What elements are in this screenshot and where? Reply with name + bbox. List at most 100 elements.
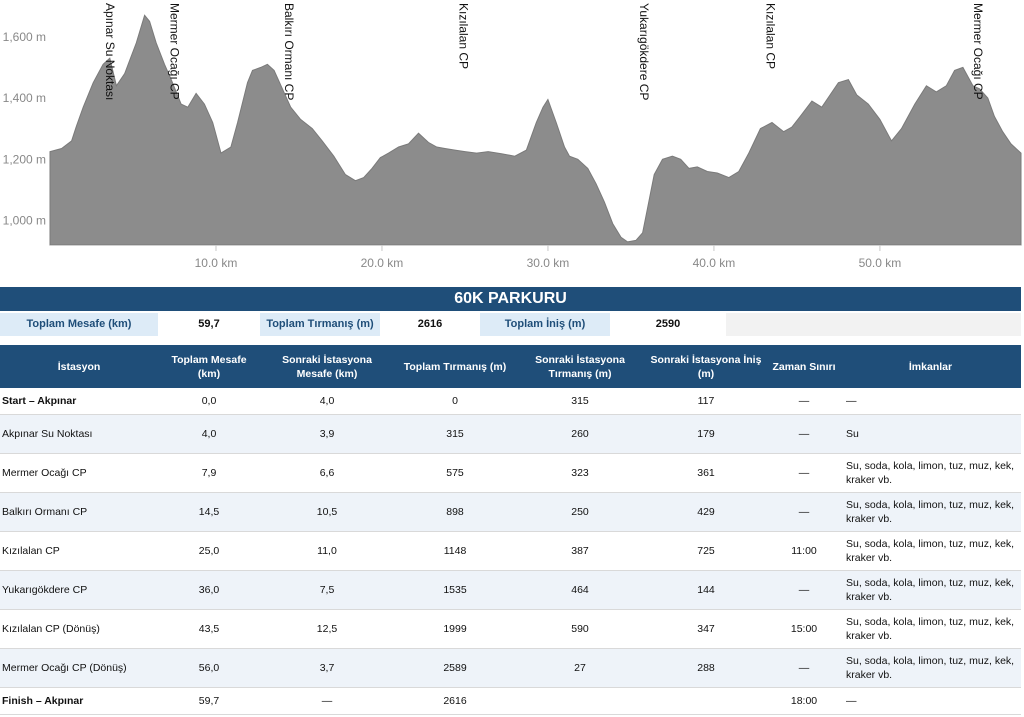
total-climb-value: 2616 — [417, 318, 443, 330]
cell-time-limit: 11:00 — [768, 531, 840, 571]
cell-next-climb: 590 — [516, 609, 644, 649]
cell-facilities: — — [840, 687, 1021, 715]
cell-time-limit: 18:00 — [768, 687, 840, 715]
elevation-area — [49, 14, 1022, 246]
table-row: Yukarıgökdere CP 36,0 7,5 1535 464 144 —… — [0, 570, 1021, 610]
cell-total-distance: 59,7 — [158, 687, 260, 715]
table-row: Kızılalan CP (Dönüş) 43,5 12,5 1999 590 … — [0, 609, 1021, 649]
col-station: İstasyon — [0, 345, 158, 388]
cell-facilities: Su, soda, kola, limon, tuz, muz, kek, kr… — [840, 492, 1021, 532]
cell-total-climb: 1999 — [394, 609, 516, 649]
total-climb-label: Toplam Tırmanış (m) — [260, 313, 380, 336]
x-tick-label: 20.0 km — [361, 256, 404, 270]
cell-time-limit: — — [768, 388, 840, 415]
elevation-profile-chart: 1,000 m 1,200 m 1,400 m 1,600 m 10.0 km 20.0… — [3, 3, 1022, 270]
cell-next-descent: 429 — [644, 492, 768, 532]
cell-next-descent — [644, 687, 768, 715]
cell-next-distance: 3,7 — [260, 648, 394, 688]
total-distance-label: Toplam Mesafe (km) — [0, 313, 158, 336]
cell-next-climb: 250 — [516, 492, 644, 532]
cell-next-descent: 361 — [644, 453, 768, 493]
cell-total-distance: 14,5 — [158, 492, 260, 532]
cell-next-climb: 464 — [516, 570, 644, 610]
cell-time-limit: — — [768, 414, 840, 454]
cell-facilities: Su, soda, kola, limon, tuz, muz, kek, kr… — [840, 609, 1021, 649]
table-title: 60K PARKURU — [0, 287, 1021, 311]
cell-total-climb: 2589 — [394, 648, 516, 688]
table-row: Finish – Akpınar 59,7 — 2616 18:00 — — [0, 687, 1021, 715]
x-tick-label: 30.0 km — [527, 256, 570, 270]
cell-next-distance: — — [260, 687, 394, 715]
cell-next-climb: 260 — [516, 414, 644, 454]
checkpoint-annotations: Apınar Su Noktası Mermer Ocağı CP Balkırı … — [103, 3, 985, 100]
cell-station: Finish – Akpınar — [0, 687, 158, 715]
cell-next-climb: 323 — [516, 453, 644, 493]
x-axis-ticks: 10.0 km 20.0 km 30.0 km 40.0 km 50.0 km — [195, 245, 902, 270]
summary-bar: Toplam Mesafe (km) 59,7 Toplam Tırmanış … — [0, 313, 1021, 339]
y-axis-ticks: 1,000 m 1,200 m 1,400 m 1,600 m — [3, 30, 46, 228]
cell-next-descent: 288 — [644, 648, 768, 688]
cell-total-climb: 898 — [394, 492, 516, 532]
cell-next-descent: 179 — [644, 414, 768, 454]
cell-station: Start – Akpınar — [0, 388, 158, 415]
cell-next-descent: 144 — [644, 570, 768, 610]
col-time-limit: Zaman Sınırı — [768, 345, 840, 388]
cell-next-climb: 27 — [516, 648, 644, 688]
cell-next-climb — [516, 687, 644, 715]
cell-time-limit: — — [768, 492, 840, 532]
checkpoint-label: Kızılalan CP — [456, 3, 470, 69]
cell-next-climb: 315 — [516, 388, 644, 415]
x-tick-label: 50.0 km — [859, 256, 902, 270]
checkpoint-label: Apınar Su Noktası — [103, 3, 117, 100]
stations-table: İstasyon Toplam Mesafe (km) Sonraki İsta… — [0, 345, 1021, 715]
col-next-distance: Sonraki İstasyona Mesafe (km) — [260, 345, 394, 388]
cell-total-distance: 43,5 — [158, 609, 260, 649]
checkpoint-label: Kızılalan CP — [763, 3, 777, 69]
cell-next-distance: 4,0 — [260, 388, 394, 415]
table-row: Akpınar Su Noktası 4,0 3,9 315 260 179 —… — [0, 414, 1021, 454]
checkpoint-label: Mermer Ocağı CP — [168, 3, 182, 100]
table-row: Kızılalan CP 25,0 11,0 1148 387 725 11:0… — [0, 531, 1021, 571]
summary-filler — [726, 313, 1021, 336]
cell-next-distance: 7,5 — [260, 570, 394, 610]
x-tick-label: 40.0 km — [693, 256, 736, 270]
col-next-descent: Sonraki İstasyona İniş (m) — [644, 345, 768, 388]
table-row: Mermer Ocağı CP 7,9 6,6 575 323 361 — Su… — [0, 453, 1021, 493]
cell-total-climb: 2616 — [394, 687, 516, 715]
cell-facilities: Su — [840, 414, 1021, 454]
cell-next-descent: 117 — [644, 388, 768, 415]
cell-next-distance: 10,5 — [260, 492, 394, 532]
table-row: Balkırı Ormanı CP 14,5 10,5 898 250 429 … — [0, 492, 1021, 532]
cell-total-distance: 36,0 — [158, 570, 260, 610]
cell-time-limit: — — [768, 648, 840, 688]
cell-time-limit: — — [768, 453, 840, 493]
cell-facilities: Su, soda, kola, limon, tuz, muz, kek, kr… — [840, 648, 1021, 688]
checkpoint-label: Balkırı Ormanı CP — [282, 3, 296, 100]
cell-station: Mermer Ocağı CP — [0, 453, 158, 493]
col-facilities: İmkanlar — [840, 345, 1021, 388]
cell-facilities: Su, soda, kola, limon, tuz, muz, kek, kr… — [840, 570, 1021, 610]
cell-total-distance: 0,0 — [158, 388, 260, 415]
cell-next-descent: 347 — [644, 609, 768, 649]
cell-station: Mermer Ocağı CP (Dönüş) — [0, 648, 158, 688]
cell-total-climb: 1535 — [394, 570, 516, 610]
cell-facilities: — — [840, 388, 1021, 415]
total-distance-value: 59,7 — [198, 318, 220, 330]
cell-time-limit: 15:00 — [768, 609, 840, 649]
cell-next-distance: 11,0 — [260, 531, 394, 571]
cell-total-distance: 25,0 — [158, 531, 260, 571]
checkpoint-label: Yukarıgökdere CP — [637, 3, 651, 100]
y-tick-label: 1,400 m — [3, 91, 46, 105]
cell-time-limit: — — [768, 570, 840, 610]
cell-facilities: Su, soda, kola, limon, tuz, muz, kek, kr… — [840, 531, 1021, 571]
cell-total-climb: 315 — [394, 414, 516, 454]
cell-next-climb: 387 — [516, 531, 644, 571]
col-total-distance: Toplam Mesafe (km) — [158, 345, 260, 388]
checkpoint-label: Mermer Ocağı CP — [971, 3, 985, 100]
y-tick-label: 1,000 m — [3, 214, 46, 228]
cell-total-distance: 7,9 — [158, 453, 260, 493]
table-row: Start – Akpınar 0,0 4,0 0 315 117 — — — [0, 388, 1021, 415]
cell-station: Balkırı Ormanı CP — [0, 492, 158, 532]
total-descent-value: 2590 — [655, 318, 681, 330]
cell-total-distance: 56,0 — [158, 648, 260, 688]
